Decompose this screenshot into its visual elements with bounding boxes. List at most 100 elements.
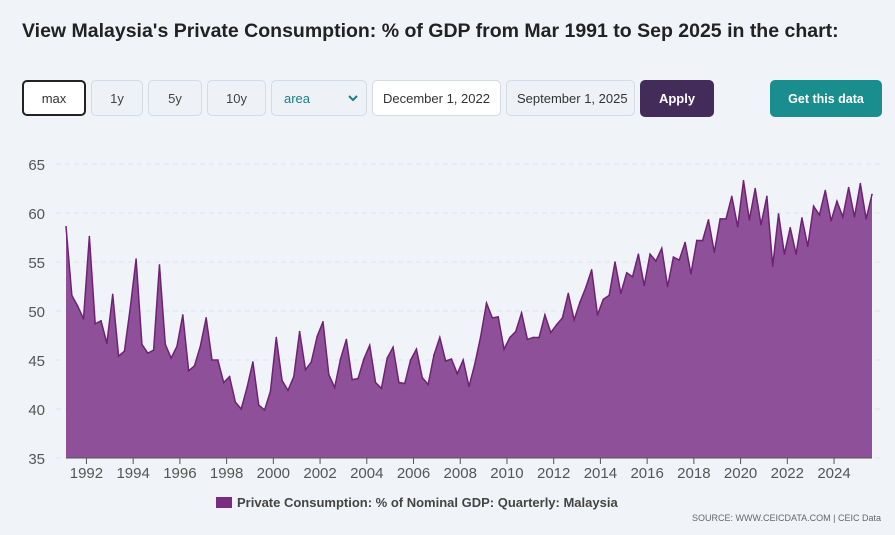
data-point xyxy=(123,350,126,352)
data-point xyxy=(842,216,844,218)
x-tick-label: 2016 xyxy=(630,465,663,482)
data-point xyxy=(538,336,540,339)
range-10y-button[interactable]: 10y xyxy=(207,80,266,116)
data-point xyxy=(509,336,511,339)
data-point xyxy=(596,314,599,316)
legend-swatch xyxy=(216,497,232,508)
data-point xyxy=(579,301,581,303)
data-point xyxy=(742,179,745,182)
y-tick-label: 35 xyxy=(28,451,45,468)
data-point xyxy=(643,284,646,287)
data-point xyxy=(830,220,832,222)
data-point xyxy=(170,357,172,359)
range-5y-button[interactable]: 5y xyxy=(148,80,202,116)
data-point xyxy=(187,369,190,372)
data-point xyxy=(649,253,651,255)
apply-button[interactable]: Apply xyxy=(640,80,714,117)
data-point xyxy=(514,330,517,333)
chart-type-select[interactable]: area xyxy=(271,80,367,116)
legend-label: Private Consumption: % of Nominal GDP: Q… xyxy=(237,495,618,510)
data-point xyxy=(106,342,108,345)
chevron-down-icon xyxy=(348,95,358,102)
y-tick-label: 65 xyxy=(28,157,45,174)
data-point xyxy=(672,256,675,258)
x-tick-label: 2012 xyxy=(537,465,570,482)
data-point xyxy=(485,302,488,304)
data-point xyxy=(701,239,704,242)
data-point xyxy=(316,335,318,338)
x-tick-label: 2002 xyxy=(303,465,336,482)
x-tick-label: 2020 xyxy=(724,465,757,482)
data-point xyxy=(298,330,301,333)
data-point xyxy=(690,272,692,275)
data-point xyxy=(152,349,155,351)
data-point xyxy=(795,253,797,255)
data-point xyxy=(462,359,464,361)
data-point xyxy=(801,217,803,219)
data-point xyxy=(380,387,383,390)
data-point xyxy=(812,205,815,207)
data-point xyxy=(398,381,400,384)
data-point xyxy=(783,253,786,255)
data-point xyxy=(754,187,756,190)
x-tick-label: 1994 xyxy=(116,465,149,482)
data-point xyxy=(806,245,809,248)
data-point xyxy=(71,294,73,297)
data-point xyxy=(555,323,558,326)
data-point xyxy=(789,226,792,229)
x-tick-label: 2000 xyxy=(257,465,290,482)
chart-type-value: area xyxy=(284,90,311,106)
x-tick-label: 2014 xyxy=(584,465,617,482)
data-point xyxy=(345,338,348,341)
data-point xyxy=(182,314,184,316)
y-tick-label: 40 xyxy=(28,402,45,419)
range-max-button[interactable]: max xyxy=(22,80,86,116)
data-point xyxy=(695,239,698,242)
data-point xyxy=(263,409,266,411)
data-point xyxy=(246,386,248,389)
data-point xyxy=(865,218,867,220)
data-point xyxy=(655,260,657,262)
data-point xyxy=(736,225,739,228)
data-point xyxy=(269,390,272,393)
data-point xyxy=(310,361,313,363)
data-point xyxy=(76,305,79,307)
data-point xyxy=(141,343,143,346)
data-point xyxy=(374,381,377,384)
data-point xyxy=(491,317,494,319)
data-point xyxy=(234,401,237,403)
data-point xyxy=(392,346,394,349)
end-date-input[interactable]: September 1, 2025 xyxy=(506,80,635,116)
data-point xyxy=(421,376,424,379)
data-point xyxy=(497,316,500,318)
data-point xyxy=(322,320,324,323)
y-tick-label: 55 xyxy=(28,255,45,272)
x-tick-label: 2010 xyxy=(490,465,523,482)
data-point xyxy=(135,258,137,260)
data-point xyxy=(631,275,634,278)
data-point xyxy=(748,219,751,221)
data-point xyxy=(585,286,587,289)
data-point xyxy=(474,363,476,365)
data-point xyxy=(503,348,505,351)
data-point xyxy=(526,338,529,341)
get-data-button[interactable]: Get this data xyxy=(770,80,882,117)
data-point xyxy=(573,319,575,321)
data-point xyxy=(561,317,564,319)
x-tick-label: 1996 xyxy=(163,465,196,482)
data-point xyxy=(65,225,67,228)
data-point xyxy=(818,214,821,216)
start-date-input[interactable]: December 1, 2022 xyxy=(372,80,501,116)
range-1y-button[interactable]: 1y xyxy=(91,80,143,116)
data-point xyxy=(222,381,225,384)
data-point xyxy=(368,344,371,347)
data-point xyxy=(158,264,161,266)
data-point xyxy=(386,357,389,359)
data-point xyxy=(637,253,640,255)
data-point xyxy=(549,331,552,334)
data-point xyxy=(731,195,733,198)
data-point xyxy=(433,354,435,356)
x-tick-label: 2006 xyxy=(397,465,430,482)
data-point xyxy=(129,307,132,309)
data-point xyxy=(777,213,780,215)
